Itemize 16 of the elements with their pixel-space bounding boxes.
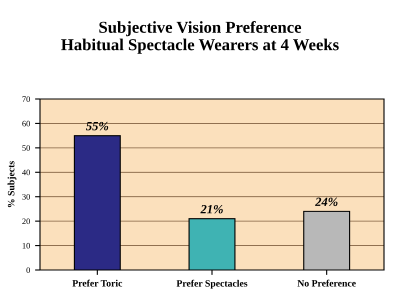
x-tick-label: Prefer Toric [72, 280, 122, 287]
data-label: 55% [86, 122, 108, 130]
x-tick-label: Prefer Spectacles [176, 280, 248, 289]
chart-title: Subjective Vision Preference Habitual Spectacle Wearers at 4 Weeks [61, 21, 339, 54]
y-tick-label: 70 [22, 96, 30, 102]
y-tick-label: 60 [22, 120, 30, 126]
y-tick-label: 0 [26, 267, 30, 273]
x-tick-label: No Preference [297, 280, 356, 287]
y-axis-title: % Subjects [8, 161, 16, 208]
y-tick-label: 10 [22, 242, 30, 249]
data-label: 24% [315, 198, 338, 206]
y-tick-label: 40 [22, 170, 30, 176]
y-tick-label: 30 [22, 194, 30, 200]
data-label: 21% [200, 204, 223, 214]
y-tick-label: 50 [22, 145, 30, 151]
y-tick-label: 20 [22, 218, 30, 224]
